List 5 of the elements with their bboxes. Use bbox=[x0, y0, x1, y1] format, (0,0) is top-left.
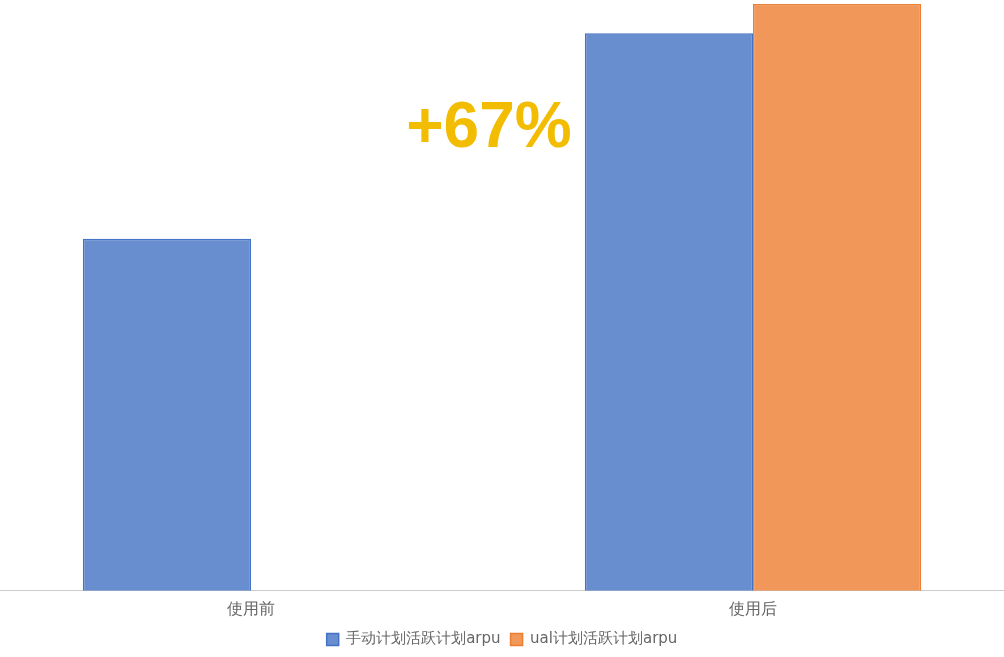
annotation: +67% bbox=[406, 88, 572, 161]
x-tick-label: 使用后 bbox=[729, 598, 777, 618]
legend-label: ual计划活跃计划arpu bbox=[530, 629, 678, 648]
legend-label: 手动计划活跃计划arpu bbox=[346, 629, 501, 648]
x-tick-label: 使用前 bbox=[227, 598, 275, 618]
